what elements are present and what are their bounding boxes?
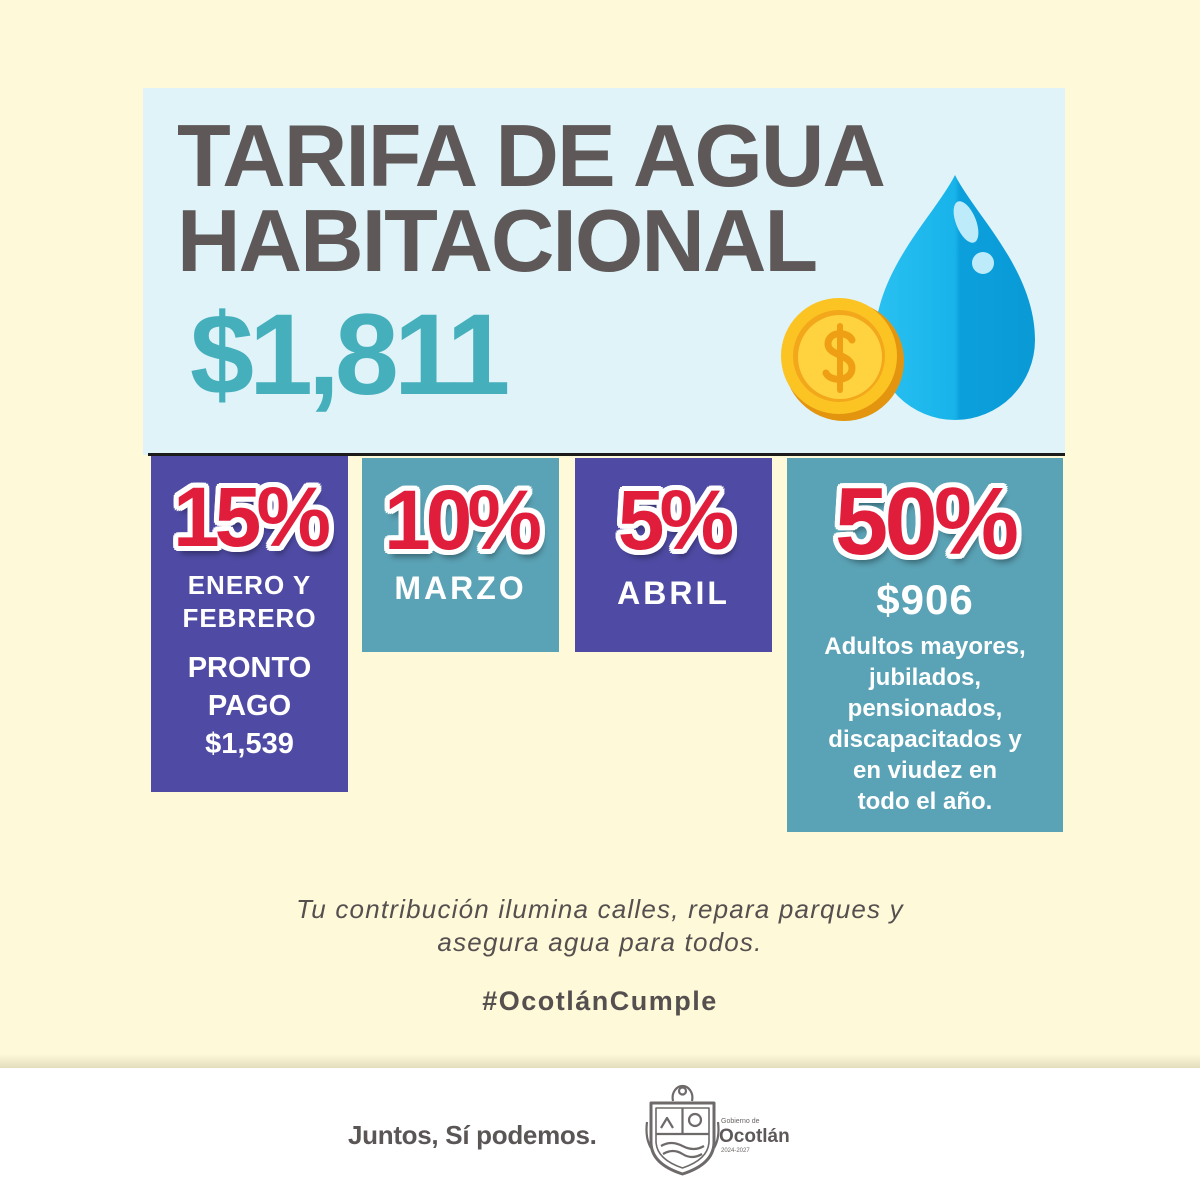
contribution-message: Tu contribución ilumina calles, repara p… <box>0 893 1200 959</box>
discount-card-50: 50% $906 Adultos mayores, jubilados, pen… <box>787 458 1063 832</box>
discount-period-line: ENERO Y <box>187 570 312 600</box>
beneficiaries-line: pensionados, <box>847 695 1003 722</box>
discount-card-10: 10% MARZO <box>362 458 559 652</box>
header-illustration <box>781 175 1035 421</box>
title-line-2: HABITACIONAL <box>177 191 818 290</box>
discount-period: ENERO Y FEBRERO <box>151 569 348 635</box>
discount-amount: $1,539 <box>205 728 294 760</box>
footer <box>0 1068 1200 1200</box>
beneficiaries-line: Adultos mayores, <box>824 633 1026 660</box>
footer-slogan: Juntos, Sí podemos. <box>348 1120 597 1150</box>
discount-percent: 50% <box>834 468 1019 575</box>
footer-shadow <box>0 1054 1200 1068</box>
discount-percent: 10% <box>383 473 542 567</box>
divider-line <box>148 453 1065 456</box>
discount-percent: 5% <box>617 473 734 567</box>
message-line: asegura agua para todos. <box>437 927 763 957</box>
discount-detail: PRONTO PAGO $1,539 <box>151 649 348 763</box>
logo-period: 2024-2027 <box>721 1148 750 1154</box>
discount-card-15: 15% ENERO Y FEBRERO PRONTO PAGO $1,539 <box>151 455 348 792</box>
price: $1,811 <box>190 291 510 419</box>
discount-period: MARZO <box>394 570 527 606</box>
logo-prefix: Gobierno de <box>721 1118 760 1125</box>
title-line-1: TARIFA DE AGUA <box>177 106 886 205</box>
discount-detail-line: PRONTO <box>187 652 312 684</box>
discount-period: ABRIL <box>617 575 730 611</box>
beneficiaries-line: todo el año. <box>857 788 993 815</box>
discount-period-line: FEBRERO <box>182 603 317 633</box>
discount-percent: 15% <box>172 470 331 564</box>
discount-card-5: 5% ABRIL <box>575 458 772 652</box>
logo-name: Ocotlán <box>719 1126 790 1147</box>
message-line: Tu contribución ilumina calles, repara p… <box>296 894 904 924</box>
water-drop-icon <box>875 175 1035 420</box>
beneficiaries-line: en viudez en <box>852 757 998 784</box>
discount-detail-line: PAGO <box>207 690 292 722</box>
coin-icon <box>781 298 904 421</box>
ocotlan-shield-logo <box>645 1084 720 1176</box>
beneficiaries-list: Adultos mayores, jubilados, pensionados,… <box>787 631 1063 817</box>
discount-amount: $906 <box>876 576 974 623</box>
beneficiaries-line: discapacitados y <box>828 726 1022 753</box>
hashtag: #OcotlánCumple <box>482 986 718 1016</box>
beneficiaries-line: jubilados, <box>868 664 981 691</box>
